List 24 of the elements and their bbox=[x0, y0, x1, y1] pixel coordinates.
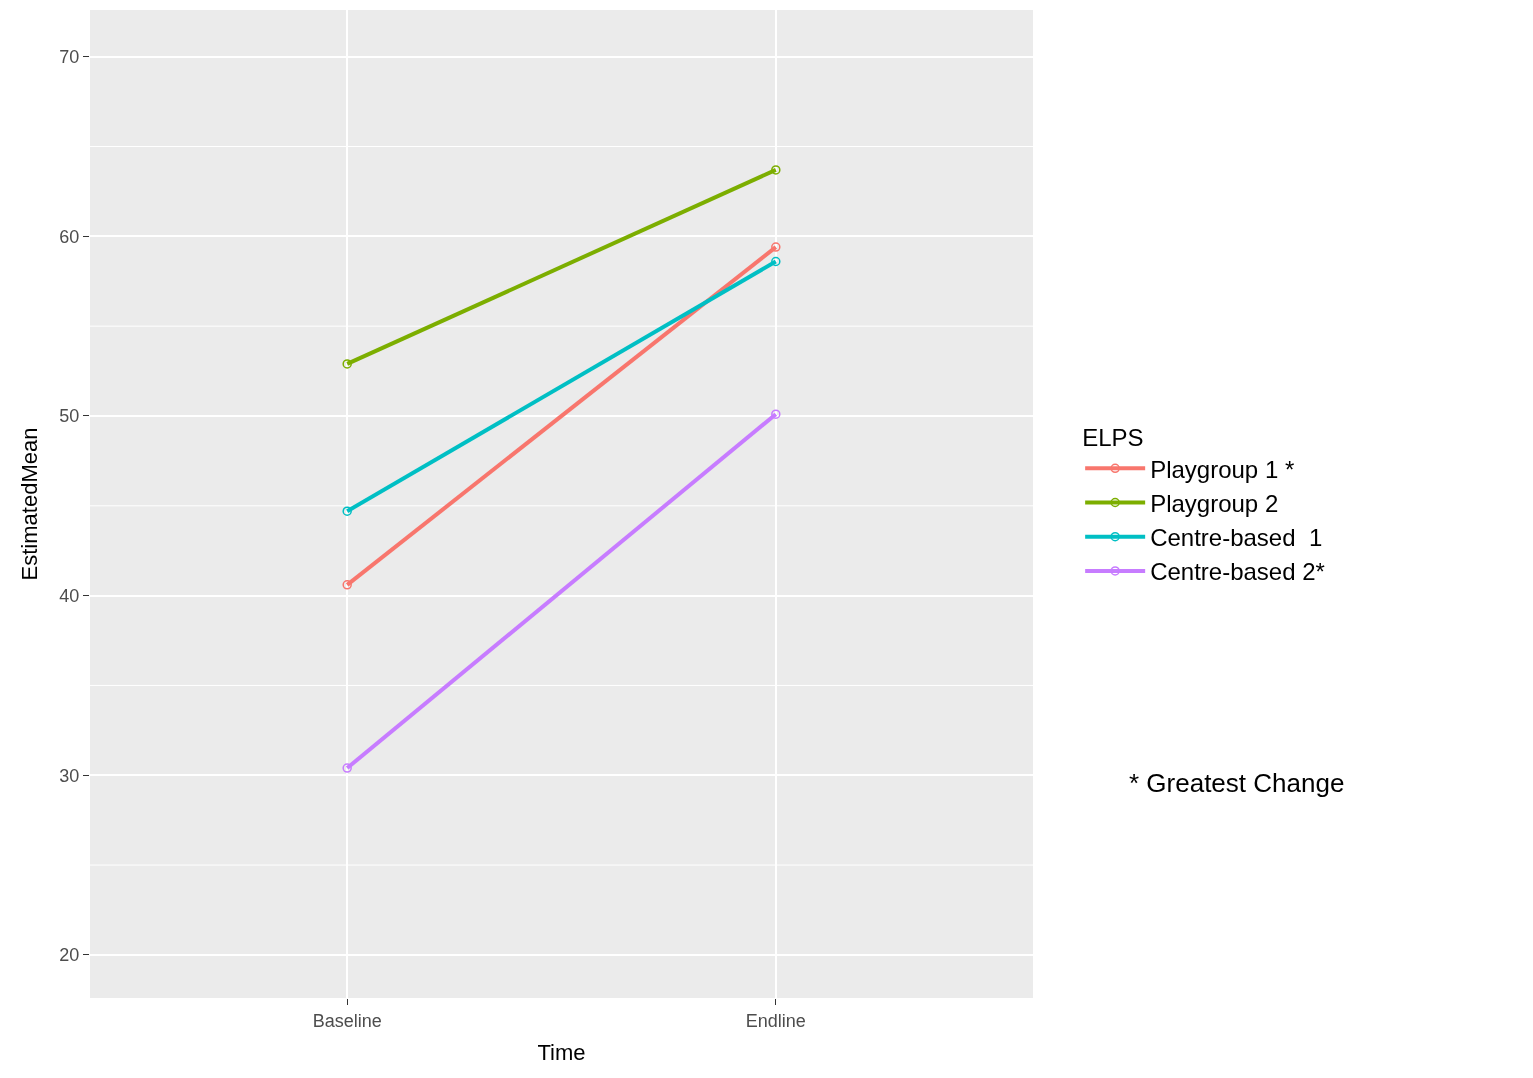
x-axis-title: Time bbox=[537, 1040, 586, 1066]
point bbox=[771, 409, 781, 419]
legend-label: Playgroup 1 * bbox=[1150, 455, 1295, 483]
legend-label: Centre-based 1 bbox=[1150, 524, 1323, 552]
point bbox=[342, 506, 352, 516]
point bbox=[342, 580, 352, 590]
y-tick-label: 30 bbox=[59, 765, 80, 786]
y-tick-label: 20 bbox=[59, 945, 80, 966]
point bbox=[771, 165, 781, 175]
legend-label: Playgroup 2 bbox=[1150, 489, 1279, 517]
point bbox=[342, 359, 352, 369]
y-tick-label: 50 bbox=[59, 406, 80, 427]
point bbox=[771, 256, 781, 267]
legend-title: ELPS bbox=[1082, 424, 1144, 452]
y-tick-label: 40 bbox=[59, 585, 80, 606]
y-axis-title: EstimatedMean bbox=[17, 427, 43, 581]
legend-label: Centre-based 2* bbox=[1150, 558, 1325, 586]
y-tick-label: 60 bbox=[59, 226, 80, 247]
point bbox=[771, 242, 781, 252]
point bbox=[342, 763, 352, 773]
x-tick-label: Baseline bbox=[312, 1010, 382, 1031]
text: * Greatest Change bbox=[1129, 768, 1345, 798]
y-tick-label: 70 bbox=[59, 47, 80, 68]
x-tick-label: Endline bbox=[745, 1010, 806, 1031]
